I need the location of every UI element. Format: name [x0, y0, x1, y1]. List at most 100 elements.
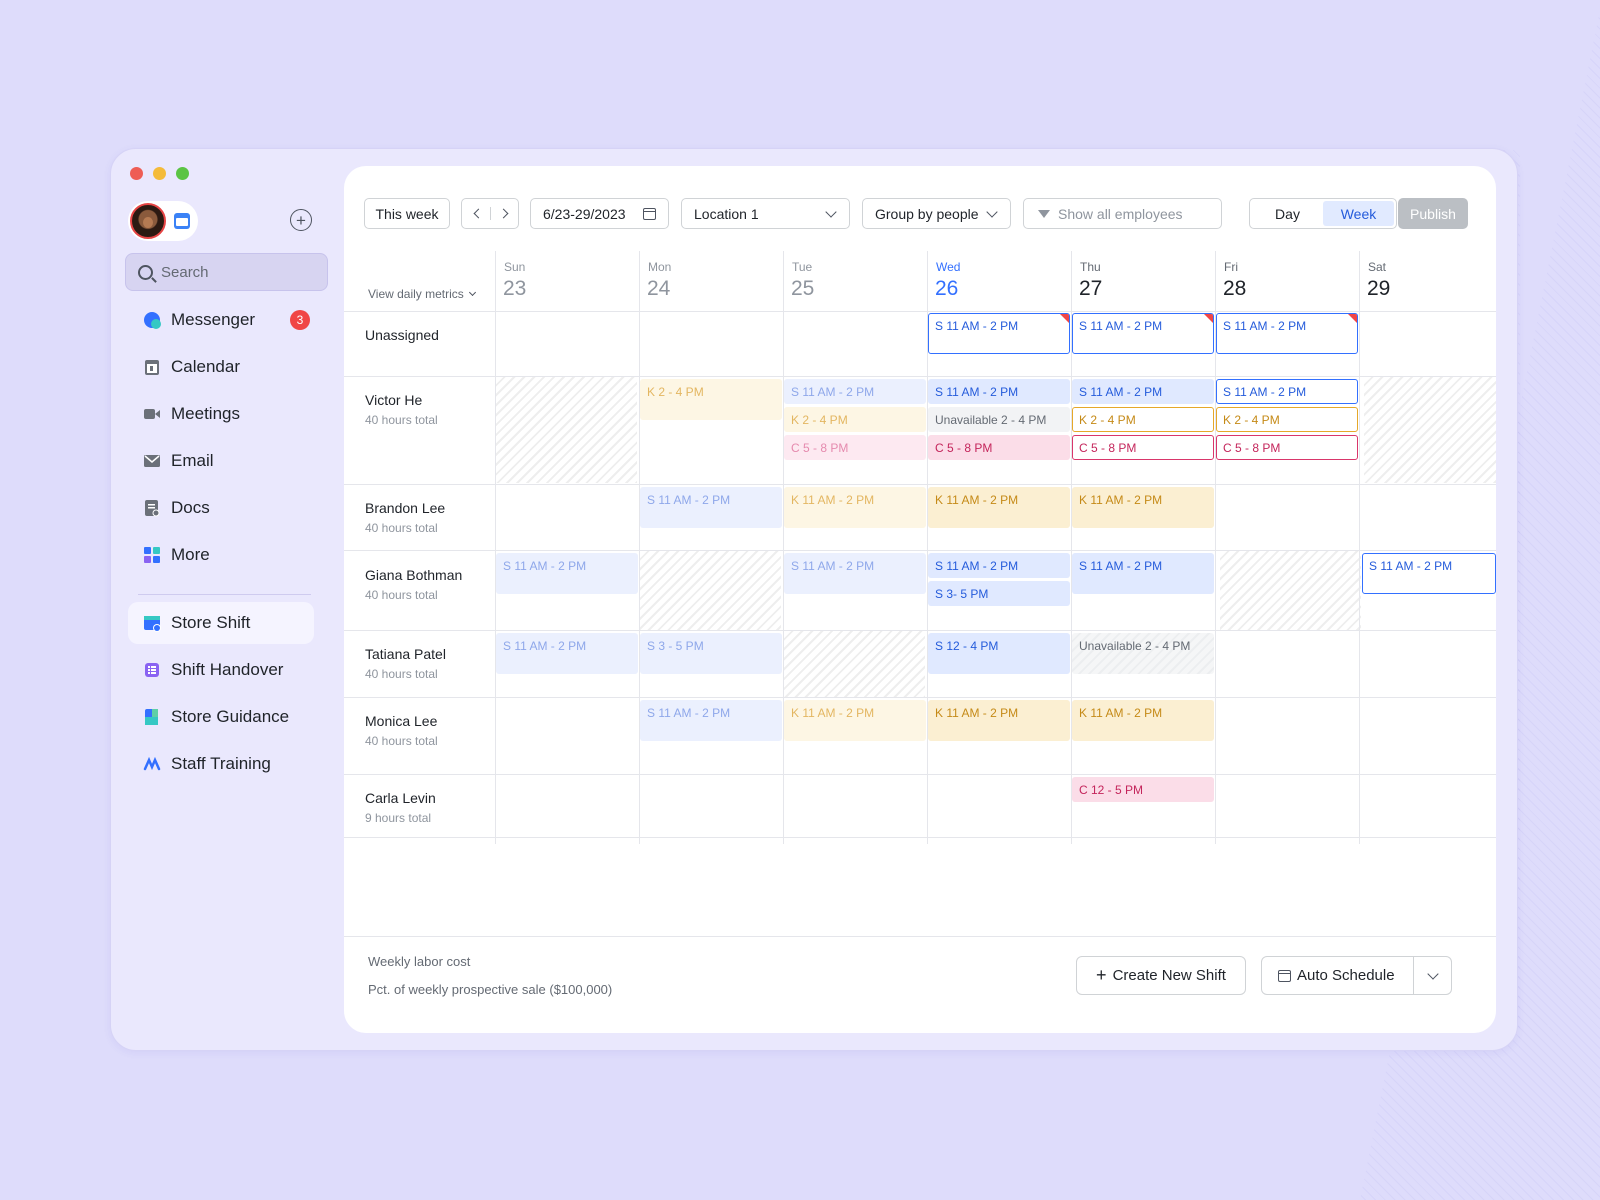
shift-block[interactable]: C 5 - 8 PM	[928, 435, 1070, 460]
employee-row-label[interactable]: Monica Lee 40 hours total	[365, 713, 438, 748]
plus-icon: +	[1096, 964, 1107, 985]
shift-block[interactable]: C 5 - 8 PM	[1216, 435, 1358, 460]
avatar[interactable]	[130, 203, 166, 239]
shift-block[interactable]: S 11 AM - 2 PM	[1216, 313, 1358, 354]
shift-block[interactable]: K 11 AM - 2 PM	[784, 700, 926, 741]
shift-block[interactable]: S 11 AM - 2 PM	[496, 633, 638, 674]
sidebar-item-more[interactable]: More	[128, 534, 314, 576]
chevron-down-icon	[468, 288, 476, 297]
shift-block[interactable]: K 11 AM - 2 PM	[1072, 487, 1214, 528]
shift-block[interactable]: S 3 - 5 PM	[640, 633, 782, 674]
sidebar-item-staff-training[interactable]: Staff Training	[128, 743, 314, 785]
day-header-mon[interactable]: Mon 24	[639, 251, 783, 311]
sidebar-item-label: Staff Training	[171, 754, 271, 773]
unavailable-block[interactable]: Unavailable 2 - 4 PM	[1072, 633, 1214, 674]
shift-block[interactable]: K 11 AM - 2 PM	[1072, 700, 1214, 741]
apps-grid-icon	[143, 546, 161, 564]
publish-button[interactable]: Publish	[1398, 198, 1468, 229]
shift-block[interactable]: S 11 AM - 2 PM	[1362, 553, 1496, 594]
sidebar-item-store-guidance[interactable]: Store Guidance	[128, 696, 314, 738]
employee-row-label[interactable]: Victor He 40 hours total	[365, 392, 438, 427]
day-header-thu[interactable]: Thu 27	[1071, 251, 1215, 311]
row-divider	[344, 550, 1496, 551]
day-header-sat[interactable]: Sat 29	[1359, 251, 1496, 311]
sidebar-item-docs[interactable]: Docs	[128, 487, 314, 529]
list-icon	[143, 661, 161, 679]
this-week-button[interactable]: This week	[364, 198, 450, 229]
shift-block[interactable]: S 11 AM - 2 PM	[640, 700, 782, 741]
maximize-window-button[interactable]	[176, 167, 189, 180]
shift-block[interactable]: K 11 AM - 2 PM	[784, 487, 926, 528]
location-select[interactable]: Location 1	[681, 198, 850, 229]
group-by-select[interactable]: Group by people	[862, 198, 1011, 229]
day-view-button[interactable]: Day	[1275, 205, 1300, 222]
shift-block[interactable]: S 11 AM - 2 PM	[640, 487, 782, 528]
chevron-down-icon	[986, 205, 998, 218]
shift-block[interactable]: S 11 AM - 2 PM	[784, 553, 926, 594]
employee-name: Carla Levin	[365, 790, 436, 806]
sidebar-item-store-shift[interactable]: Store Shift	[128, 602, 314, 644]
auto-schedule-dropdown[interactable]	[1413, 957, 1451, 994]
day-header-wed[interactable]: Wed 26	[927, 251, 1071, 311]
shift-block[interactable]: K 11 AM - 2 PM	[928, 700, 1070, 741]
day-header-fri[interactable]: Fri 28	[1215, 251, 1359, 311]
date-range-picker[interactable]: 6/23-29/2023	[530, 198, 669, 229]
employee-row-label[interactable]: Brandon Lee 40 hours total	[365, 500, 445, 535]
shift-block[interactable]: K 11 AM - 2 PM	[928, 487, 1070, 528]
shift-block[interactable]: S 11 AM - 2 PM	[928, 553, 1070, 578]
shift-block[interactable]: C 5 - 8 PM	[1072, 435, 1214, 460]
minimize-window-button[interactable]	[153, 167, 166, 180]
employee-row-label[interactable]: Tatiana Patel 40 hours total	[365, 646, 446, 681]
shift-block[interactable]: C 12 - 5 PM	[1072, 777, 1214, 802]
week-view-button[interactable]: Week	[1323, 201, 1394, 226]
sidebar-item-messenger[interactable]: Messenger 3	[128, 299, 314, 341]
day-number: 28	[1223, 277, 1247, 300]
shift-block[interactable]: K 2 - 4 PM	[1216, 407, 1358, 432]
sidebar-item-shift-handover[interactable]: Shift Handover	[128, 649, 314, 691]
row-divider	[344, 630, 1496, 631]
add-icon[interactable]: +	[290, 209, 312, 231]
document-icon	[143, 499, 161, 517]
employee-name: Unassigned	[365, 327, 439, 343]
store-shift-icon	[143, 614, 161, 632]
employee-row-label[interactable]: Giana Bothman 40 hours total	[365, 567, 462, 602]
sidebar-item-email[interactable]: Email	[128, 440, 314, 482]
chevron-left-icon[interactable]	[473, 208, 484, 219]
close-window-button[interactable]	[130, 167, 143, 180]
shift-block[interactable]: S 11 AM - 2 PM	[784, 379, 926, 404]
chevron-right-icon[interactable]	[498, 208, 509, 219]
shift-block[interactable]: C 5 - 8 PM	[784, 435, 926, 460]
search-icon	[138, 264, 153, 280]
shift-block[interactable]: K 2 - 4 PM	[784, 407, 926, 432]
search-input[interactable]: Search	[125, 253, 328, 291]
shift-block[interactable]: S 11 AM - 2 PM	[928, 379, 1070, 404]
employee-filter-input[interactable]: Show all employees	[1023, 198, 1222, 229]
metrics-label: View daily metrics	[368, 287, 464, 301]
group-by-value: Group by people	[875, 205, 979, 222]
shift-block[interactable]: S 11 AM - 2 PM	[1072, 553, 1214, 594]
employee-row-label[interactable]: Carla Levin 9 hours total	[365, 790, 436, 825]
unavailable-block[interactable]: Unavailable 2 - 4 PM	[928, 407, 1070, 432]
employee-hours: 9 hours total	[365, 811, 432, 825]
shift-block[interactable]: S 11 AM - 2 PM	[928, 313, 1070, 354]
sidebar-item-calendar[interactable]: Calendar	[128, 346, 314, 388]
day-of-week: Tue	[792, 260, 813, 274]
employee-name: Brandon Lee	[365, 500, 446, 516]
profile-switcher[interactable]	[128, 201, 198, 241]
day-of-week: Fri	[1224, 260, 1238, 274]
auto-schedule-button[interactable]: Auto Schedule	[1262, 957, 1413, 994]
create-shift-button[interactable]: + Create New Shift	[1076, 956, 1246, 995]
shift-block[interactable]: K 2 - 4 PM	[640, 379, 782, 420]
shift-block[interactable]: S 3- 5 PM	[928, 581, 1070, 606]
daily-metrics-toggle[interactable]: View daily metrics	[368, 287, 476, 301]
shift-block[interactable]: S 11 AM - 2 PM	[1216, 379, 1358, 404]
shift-block[interactable]: S 11 AM - 2 PM	[1072, 313, 1214, 354]
shift-block[interactable]: K 2 - 4 PM	[1072, 407, 1214, 432]
sidebar-item-meetings[interactable]: Meetings	[128, 393, 314, 435]
day-header-sun[interactable]: Sun 23	[495, 251, 639, 311]
employee-row-label[interactable]: Unassigned	[365, 327, 439, 343]
day-header-tue[interactable]: Tue 25	[783, 251, 927, 311]
shift-block[interactable]: S 12 - 4 PM	[928, 633, 1070, 674]
shift-block[interactable]: S 11 AM - 2 PM	[496, 553, 638, 594]
shift-block[interactable]: S 11 AM - 2 PM	[1072, 379, 1214, 404]
